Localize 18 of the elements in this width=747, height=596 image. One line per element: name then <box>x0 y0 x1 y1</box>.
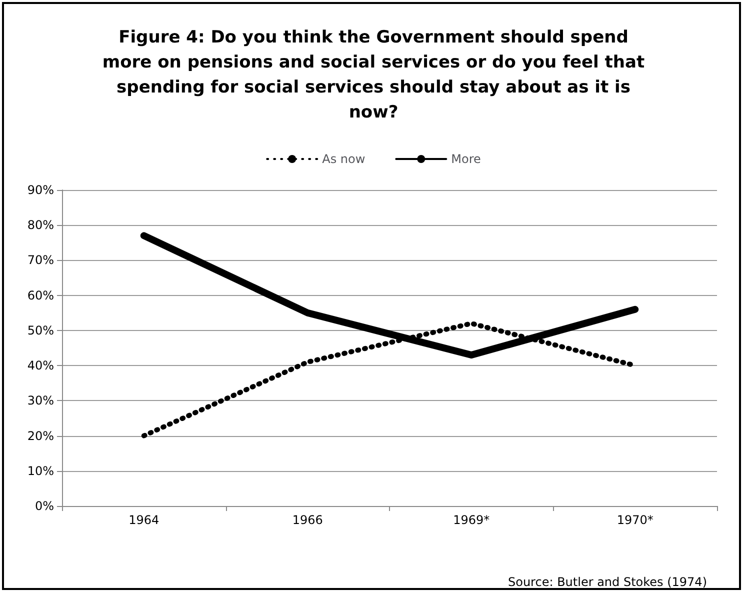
y-tick-label: 0% <box>34 499 54 513</box>
x-tick-label: 1970* <box>616 513 654 527</box>
x-tick-label: 1966 <box>292 513 323 527</box>
legend-label: More <box>451 152 481 166</box>
y-tick-label: 60% <box>27 288 54 302</box>
legend-label: As now <box>322 152 366 166</box>
y-tick-label: 80% <box>27 218 54 232</box>
y-tick-label: 40% <box>27 358 54 373</box>
y-tick-label: 10% <box>27 464 54 478</box>
y-tick-label: 50% <box>27 323 54 338</box>
y-tick-label: 90% <box>27 183 54 197</box>
source-note: Source: Butler and Stokes (1974) <box>508 575 708 589</box>
x-tick-label: 1964 <box>128 513 160 527</box>
chart-title: Figure 4: Do you think the Government should spend more on pensions and social services or do you feel that spending for social services should stay about as it is now? <box>102 28 645 122</box>
y-tick-label: 20% <box>27 428 54 443</box>
y-tick-label: 70% <box>27 253 54 268</box>
x-tick-label: 1969* <box>453 513 490 527</box>
y-tick-label: 30% <box>27 394 54 408</box>
